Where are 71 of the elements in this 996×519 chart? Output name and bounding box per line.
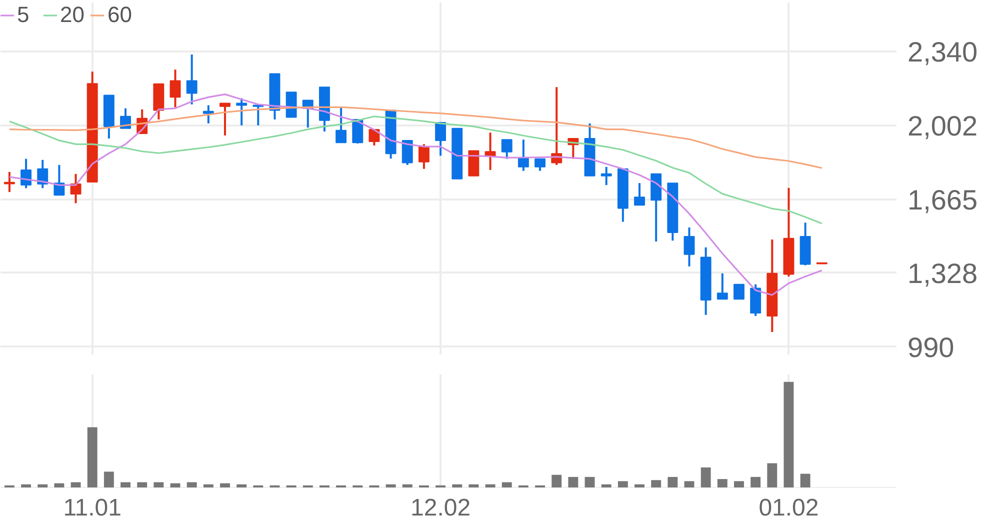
bar xyxy=(552,474,562,488)
x-tick-label: 01.02 xyxy=(758,494,819,519)
bar xyxy=(750,476,761,488)
bar xyxy=(154,482,164,488)
bar xyxy=(618,481,628,488)
bar xyxy=(186,482,197,488)
x-tick-label: 11.01 xyxy=(63,494,122,519)
bar xyxy=(38,484,48,488)
bar xyxy=(668,476,678,488)
bar xyxy=(584,476,595,488)
candlestick xyxy=(202,104,214,124)
candlestick xyxy=(518,138,529,172)
candlestick xyxy=(4,170,15,194)
candlestick xyxy=(336,106,347,144)
candlestick xyxy=(418,143,430,170)
line-series xyxy=(8,94,823,296)
bar xyxy=(767,463,778,488)
candlestick xyxy=(534,158,546,172)
bar xyxy=(468,484,479,488)
line-series xyxy=(8,116,823,224)
bar xyxy=(137,482,148,488)
bar xyxy=(784,382,794,488)
candlestick xyxy=(186,54,198,106)
bar xyxy=(485,484,496,488)
legend-label: 5 xyxy=(17,2,30,28)
candlestick xyxy=(600,166,612,186)
candlestick xyxy=(402,139,413,166)
y-tick-label: 2,002 xyxy=(908,110,978,142)
candlestick xyxy=(501,138,512,160)
candlestick xyxy=(20,158,32,190)
y-tick-label: 1,328 xyxy=(908,258,978,289)
legend-label: 60 xyxy=(107,2,132,28)
bar xyxy=(220,483,230,488)
candlestick xyxy=(734,284,744,300)
x-tick-label: 12.02 xyxy=(410,494,471,519)
bar xyxy=(120,482,130,488)
bar xyxy=(87,427,98,488)
bar xyxy=(568,476,578,488)
y-tick-label: 2,340 xyxy=(908,36,978,68)
bar xyxy=(452,484,462,488)
bar xyxy=(502,482,512,488)
bar xyxy=(21,484,32,488)
bar xyxy=(651,480,662,488)
candlestick xyxy=(170,68,181,108)
candlestick xyxy=(220,102,230,136)
candlestick xyxy=(634,182,645,206)
y-tick-label: 1,665 xyxy=(908,184,978,216)
bar xyxy=(203,484,214,488)
bar xyxy=(402,484,412,488)
bar xyxy=(170,483,180,488)
bar xyxy=(800,474,810,488)
bar xyxy=(717,479,728,488)
candlestick xyxy=(37,158,48,190)
bar xyxy=(684,481,694,488)
bar xyxy=(601,484,612,488)
candlestick xyxy=(368,128,380,146)
bar xyxy=(700,467,711,488)
bar xyxy=(104,472,114,488)
candlestick xyxy=(716,272,728,300)
legend-label: 20 xyxy=(60,2,84,28)
bar xyxy=(386,484,396,488)
candlestick xyxy=(236,97,248,126)
bar xyxy=(54,483,64,488)
bar xyxy=(634,484,644,488)
candlestick xyxy=(684,226,695,268)
bar xyxy=(734,481,744,488)
candlestick xyxy=(435,122,446,157)
y-tick-label: 990 xyxy=(908,332,954,363)
bar xyxy=(70,482,81,488)
candlestick xyxy=(484,132,496,171)
bar xyxy=(236,484,247,488)
